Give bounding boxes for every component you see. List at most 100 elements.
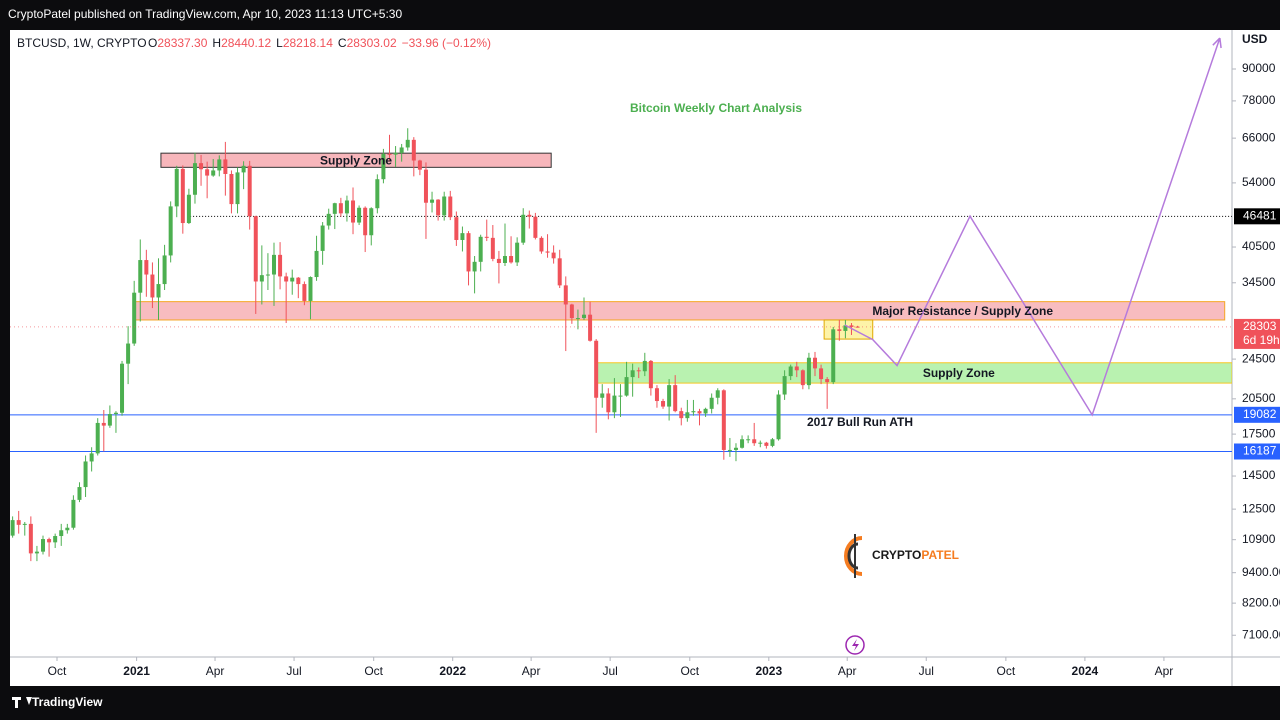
zone <box>823 319 874 340</box>
candle-body <box>265 274 270 276</box>
y-tick-label: 9400.00 <box>1242 565 1280 579</box>
x-tick-label: Jul <box>919 664 934 678</box>
candle-body <box>442 196 447 216</box>
candle-body <box>594 340 599 398</box>
y-tick-label: 54000 <box>1242 175 1276 189</box>
candle-body <box>296 277 301 285</box>
candle-body <box>138 260 143 293</box>
price-label-box <box>1234 406 1280 423</box>
logo-mark <box>844 534 863 578</box>
candle-body <box>661 401 666 407</box>
y-tick-label: 14500 <box>1242 468 1276 482</box>
candle-body <box>375 179 380 209</box>
price-label: 19082 <box>1243 407 1277 421</box>
candle-body <box>10 520 15 536</box>
candle-body <box>186 194 191 224</box>
candle-body <box>673 385 678 412</box>
logo-part: CRYPTO <box>872 548 921 562</box>
tv-icon <box>12 697 32 708</box>
candle-body <box>22 523 27 525</box>
x-tick-label: 2021 <box>123 664 150 678</box>
candle-body <box>284 276 289 282</box>
candle-body <box>259 275 264 282</box>
y-tick-label: 24500 <box>1242 351 1276 365</box>
candle-body <box>855 326 860 328</box>
candle-body <box>533 216 538 238</box>
candle-body <box>502 256 507 264</box>
candle-body <box>691 411 696 413</box>
ohlc-key: C <box>338 36 347 50</box>
candle-body <box>764 442 769 446</box>
ohlc-key: L <box>276 36 283 50</box>
zone-label: Supply Zone <box>320 153 392 167</box>
candle-body <box>733 447 738 450</box>
publish-note: CryptoPatel published on TradingView.com… <box>8 7 402 21</box>
candle-body <box>126 343 131 364</box>
y-tick-label: 78000 <box>1242 93 1276 107</box>
candle-body <box>727 449 732 451</box>
candle-body <box>843 325 848 331</box>
last-price-box <box>1234 318 1280 349</box>
candle-body <box>338 203 343 214</box>
y-tick-label: 8200.00 <box>1242 595 1280 609</box>
x-tick-label: Apr <box>522 664 541 678</box>
x-tick-label: Jul <box>602 664 617 678</box>
candle-body <box>472 261 477 272</box>
candle-body <box>113 412 118 415</box>
y-unit: USD <box>1242 32 1268 46</box>
ohlc-change: −33.96 (−0.12%) <box>402 36 491 50</box>
y-tick-label: 66000 <box>1242 130 1276 144</box>
candle-body <box>539 237 544 252</box>
plot <box>10 37 1232 562</box>
x-tick-label: Oct <box>997 664 1016 678</box>
candle-body <box>308 277 313 301</box>
candle-body <box>162 255 167 285</box>
candle-body <box>813 357 818 369</box>
candle-body <box>241 165 246 173</box>
candle-body <box>211 170 216 176</box>
candle-body <box>752 439 757 444</box>
candle-body <box>484 236 489 238</box>
y-tick-label: 34500 <box>1242 275 1276 289</box>
candle-body <box>715 390 720 398</box>
candle-body <box>107 414 112 426</box>
candle-body <box>47 539 52 543</box>
candle-body <box>721 390 726 450</box>
candle-body <box>624 377 629 396</box>
candle-body <box>606 393 611 413</box>
price-label-box <box>1234 208 1280 225</box>
y-tick-label: 90000 <box>1242 61 1276 75</box>
candle-body <box>205 169 210 176</box>
ohlc-value: 28303.02 <box>347 36 397 50</box>
candle-body <box>77 487 82 500</box>
x-tick-label: Oct <box>364 664 383 678</box>
ohlc-value: 28337.30 <box>157 36 207 50</box>
candle-body <box>527 214 532 217</box>
candle-body <box>515 242 520 263</box>
chart-title: Bitcoin Weekly Chart Analysis <box>630 101 802 115</box>
candle-body <box>770 439 775 446</box>
x-tick-label: Jul <box>286 664 301 678</box>
zone <box>132 301 1226 321</box>
candle-body <box>302 284 307 301</box>
candle-body <box>448 196 453 218</box>
projection-arrowhead <box>1219 37 1222 49</box>
candle-body <box>156 284 161 298</box>
candle-body <box>363 207 368 236</box>
zone-label: Supply Zone <box>923 366 995 380</box>
candle-body <box>326 213 331 226</box>
candle-body <box>654 388 659 402</box>
candle-body <box>776 394 781 440</box>
candle-body <box>65 527 70 531</box>
ohlc-legend: O28337.30 H28440.12 L28218.14 C28303.02 −33.… <box>148 36 491 50</box>
icon-bolt <box>852 639 859 651</box>
candle-body <box>357 207 362 223</box>
candle-body <box>381 153 386 180</box>
candle-body <box>34 551 39 554</box>
last-price: 28303 <box>1243 319 1277 333</box>
candle-body <box>369 208 374 236</box>
candle-body <box>703 408 708 414</box>
candle-body <box>174 168 179 207</box>
x-tick-label: Apr <box>1155 664 1174 678</box>
candle-body <box>557 258 562 286</box>
